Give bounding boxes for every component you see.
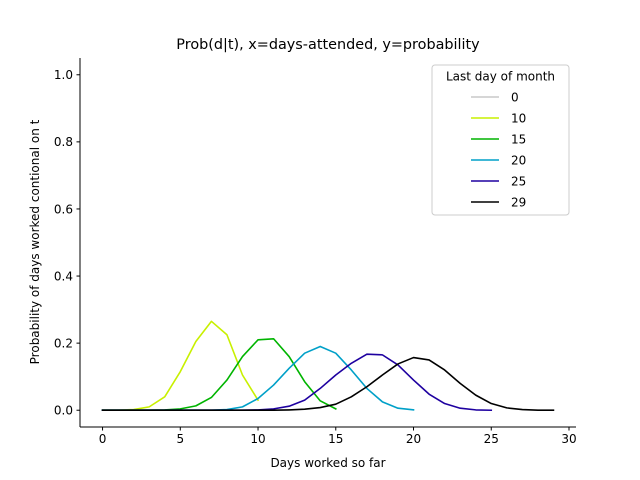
series-line-15 [101,337,337,412]
plot-area [101,320,555,412]
y-axis-label: Probability of days worked contional on … [28,119,42,364]
x-tick-label: 30 [561,432,576,446]
legend: Last day of month 0 10 15 20 25 29 [431,64,570,216]
legend-label: 20 [511,153,526,167]
x-tick-label: 5 [176,432,184,446]
legend-label: 15 [511,132,526,146]
legend-label: 0 [511,90,519,104]
y-tick-label: 0.4 [54,269,73,283]
legend-label: 29 [511,195,526,209]
series-line-29 [101,356,555,412]
chart-title: Prob(d|t), x=days-attended, y=probabilit… [176,37,480,53]
legend-frame [431,64,570,216]
legend-label: 25 [511,174,526,188]
y-tick-label: 0.6 [54,202,73,216]
legend-title: Last day of month [446,70,555,84]
x-axis-label: Days worked so far [270,456,385,470]
y-tick-label: 0.0 [54,404,73,418]
y-tick-label: 0.2 [54,336,73,350]
series-line-10 [101,320,260,412]
y-axis-ticks: 0.0 0.2 0.4 0.6 0.8 1.0 [54,68,80,418]
y-tick-label: 0.8 [54,135,73,149]
x-tick-label: 25 [484,432,499,446]
x-tick-label: 10 [250,432,265,446]
y-tick-label: 1.0 [54,68,73,82]
x-tick-label: 0 [99,432,107,446]
x-tick-label: 15 [328,432,343,446]
x-tick-label: 20 [406,432,421,446]
legend-entries: 0 10 15 20 25 29 [471,90,526,209]
x-axis-ticks: 0 5 10 15 20 25 30 [99,427,577,446]
legend-label: 10 [511,111,526,125]
